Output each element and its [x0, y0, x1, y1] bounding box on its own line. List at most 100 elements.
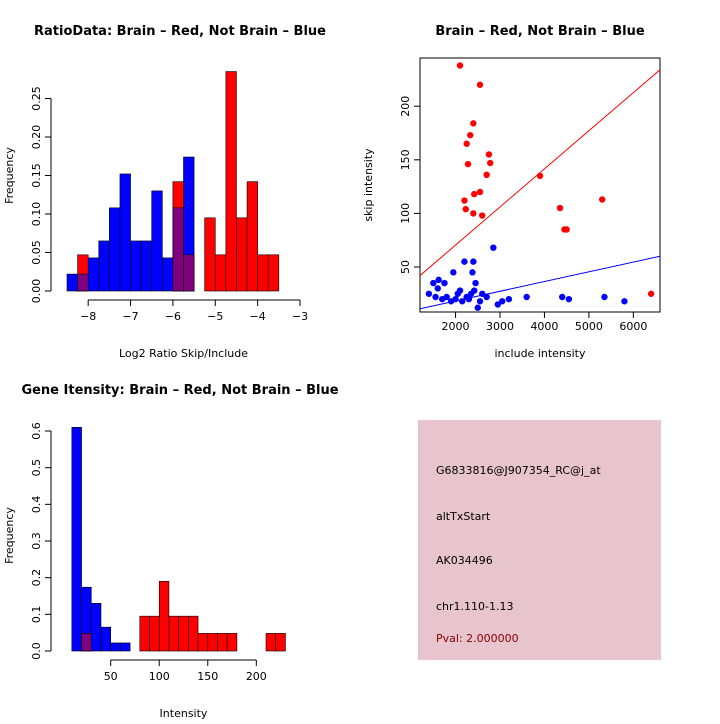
chart1-x-tick-label-2: 4000	[530, 320, 558, 333]
chart2-red-bar-5	[178, 615, 189, 652]
chart0-overlap-bar-0	[77, 273, 89, 292]
chart2-red-bar-2	[149, 615, 160, 652]
chart1-blue-point-33	[601, 293, 608, 301]
chart0-y-tick-label-2: 0.10	[30, 202, 43, 227]
chart2-y-tick-label-3: 0.3	[30, 532, 43, 550]
chart1-blue-point-12	[456, 287, 464, 294]
chart2-blue-bar-3	[100, 626, 111, 652]
chart0-red-bar-5	[225, 71, 237, 292]
chart1-blue-point-16	[465, 295, 473, 303]
chart1-red-point-18	[563, 226, 570, 233]
chart2-red-bar-11	[265, 633, 277, 652]
chart1-blue-point-4	[435, 276, 442, 284]
chart1-blue-point-18	[469, 269, 476, 276]
chart1-red-point-2	[463, 140, 470, 147]
chart1-ylabel: skip intensity	[362, 148, 375, 222]
chart1-blue-point-32	[565, 295, 573, 303]
chart2-blue-bar-0	[71, 427, 82, 652]
chart2-red-bar-4	[168, 615, 179, 652]
chart2-ylabel: Frequency	[3, 507, 16, 564]
chart2-y-tick-label-1: 0.1	[30, 606, 43, 624]
chart1-blue-point-6	[441, 279, 448, 287]
chart0-y-tick-label-4: 0.20	[30, 125, 43, 150]
chart2-red-bar-6	[188, 615, 199, 652]
chart2-red-bar-10	[226, 633, 238, 652]
chart0-y-tick-label-1: 0.05	[30, 240, 43, 265]
chart1-y-tick-label-0: 50	[399, 260, 412, 274]
chart0-red-bar-6	[236, 217, 248, 292]
chart1-red-point-4	[470, 120, 477, 127]
chart1-blue-point-22	[474, 304, 481, 311]
chart0-blue-bar-5	[119, 173, 131, 292]
location-label: chr1.110-1.13	[436, 600, 514, 613]
chart2-red-bar-8	[207, 633, 218, 652]
chart1-x-tick-label-1: 3000	[486, 320, 514, 333]
probe-id-label: G6833816@J907354_RC@j_at	[436, 464, 601, 477]
chart0-y-tick-label-3: 0.15	[30, 163, 43, 188]
chart2-red-bar-7	[197, 633, 209, 652]
chart1-red-point-6	[485, 151, 493, 158]
chart1-red-point-15	[536, 172, 544, 180]
chart0-blue-bar-0	[66, 273, 78, 292]
event-type-label: altTxStart	[436, 510, 491, 523]
chart1-blue-point-34	[621, 298, 628, 305]
chart1-red-point-12	[462, 205, 469, 213]
chart0-title: RatioData: Brain – Red, Not Brain – Blue	[34, 24, 326, 39]
chart1-blue-point-13	[459, 298, 466, 305]
chart2-title: Gene Itensity: Brain – Red, Not Brain – …	[21, 383, 338, 398]
chart1-y-tick-label-3: 200	[399, 96, 412, 117]
chart1-plot-box	[419, 57, 661, 313]
chart1-blue-point-10	[452, 295, 459, 303]
chart0-overlap-bar-2	[183, 254, 195, 292]
info-panel: G6833816@J907354_RC@j_at altTxStart AK03…	[418, 420, 661, 660]
chart1-red-point-3	[467, 131, 474, 139]
chart2-y-tick-label-5: 0.5	[30, 459, 43, 477]
chart0-blue-bar-8	[151, 190, 163, 292]
chart1-red-point-19	[599, 196, 606, 203]
chart1-red-fit-line	[420, 69, 660, 276]
chart1-xlabel: include intensity	[494, 347, 586, 360]
chart2-red-bar-3	[158, 581, 170, 652]
chart1-blue-point-0	[425, 290, 433, 297]
chart1-y-tick-label-2: 150	[399, 149, 412, 170]
chart0-red-bar-8	[257, 254, 269, 292]
chart1-red-point-13	[470, 210, 477, 217]
chart2-blue-bar-5	[120, 642, 131, 652]
chart0-red-bar-9	[267, 254, 280, 292]
chart1-red-point-16	[556, 204, 564, 212]
chart1-blue-point-26	[490, 244, 497, 251]
chart0-red-bar-7	[246, 181, 258, 292]
chart2-y-tick-label-6: 0.6	[30, 422, 43, 440]
chart0-blue-bar-2	[87, 257, 100, 292]
chart2-xlabel: Intensity	[160, 707, 208, 720]
chart2-blue-bar-4	[110, 642, 121, 652]
chart1-red-point-20	[647, 290, 655, 297]
chart0-y-tick-label-0: 0.00	[30, 279, 43, 304]
chart1-blue-point-31	[559, 293, 566, 301]
chart1-red-point-5	[464, 160, 472, 168]
chart1-blue-point-24	[479, 290, 486, 297]
chart0-y-tick-label-5: 0.25	[30, 86, 43, 111]
chart0-xlabel: Log2 Ratio Skip/Include	[119, 347, 248, 360]
chart2-red-bar-12	[275, 633, 286, 652]
chart0-x-tick-label-5: −3	[292, 310, 308, 323]
chart0-blue-bar-6	[130, 240, 142, 292]
chart1-red-point-7	[487, 159, 494, 167]
chart1-x-tick-label-3: 5000	[575, 320, 603, 333]
chart1-red-point-11	[461, 197, 468, 204]
chart2-x-tick-label-2: 150	[197, 670, 218, 683]
chart0-x-tick-label-2: −6	[165, 310, 181, 323]
chart2-red-bar-9	[217, 633, 228, 652]
chart2-x-tick-label-0: 50	[104, 670, 118, 683]
chart1-blue-point-1	[430, 279, 437, 287]
chart1-blue-point-28	[499, 298, 506, 305]
chart0-x-tick-label-1: −7	[122, 310, 138, 323]
chart0-ylabel: Frequency	[3, 147, 16, 204]
chart0-red-bar-3	[204, 217, 216, 292]
chart0-x-tick-label-0: −8	[80, 310, 96, 323]
chart1-blue-point-27	[494, 301, 501, 308]
chart2-blue-bar-2	[90, 603, 102, 652]
chart0-blue-bar-7	[140, 240, 153, 292]
chart1-y-tick-label-1: 100	[399, 203, 412, 224]
chart1-red-point-8	[483, 171, 490, 179]
